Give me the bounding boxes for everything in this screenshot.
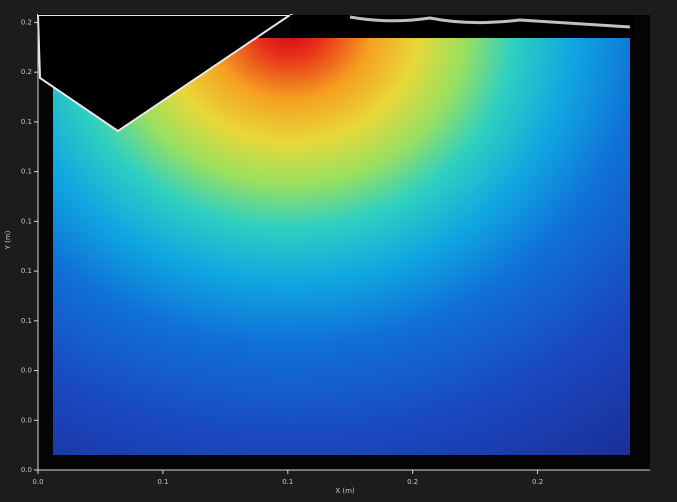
y-tick-label: 0.0	[21, 416, 32, 424]
y-tick-label: 0.1	[21, 168, 32, 176]
y-tick-label: 0.0	[21, 367, 32, 375]
y-tick-label: 0.1	[21, 267, 32, 275]
top-mask	[290, 15, 635, 38]
y-tick-label: 0.1	[21, 118, 32, 126]
x-tick-label: 0.2	[532, 478, 543, 486]
y-tick-label: 0.2	[21, 68, 32, 76]
x-tick-label: 0.0	[32, 478, 43, 486]
x-axis-label: X (m)	[335, 487, 355, 495]
surface-edge	[349, 15, 631, 29]
y-tick-label: 0.0	[21, 466, 32, 474]
y-tick-label: 0.2	[21, 18, 32, 26]
x-tick-label: 0.1	[282, 478, 293, 486]
y-axis-label: Y (m)	[4, 230, 12, 250]
y-tick-label: 0.1	[21, 217, 32, 225]
y-tick-label: 0.1	[21, 317, 32, 325]
x-tick-label: 0.2	[407, 478, 418, 486]
wedge-top	[38, 14, 290, 15]
x-tick-label: 0.1	[157, 478, 168, 486]
